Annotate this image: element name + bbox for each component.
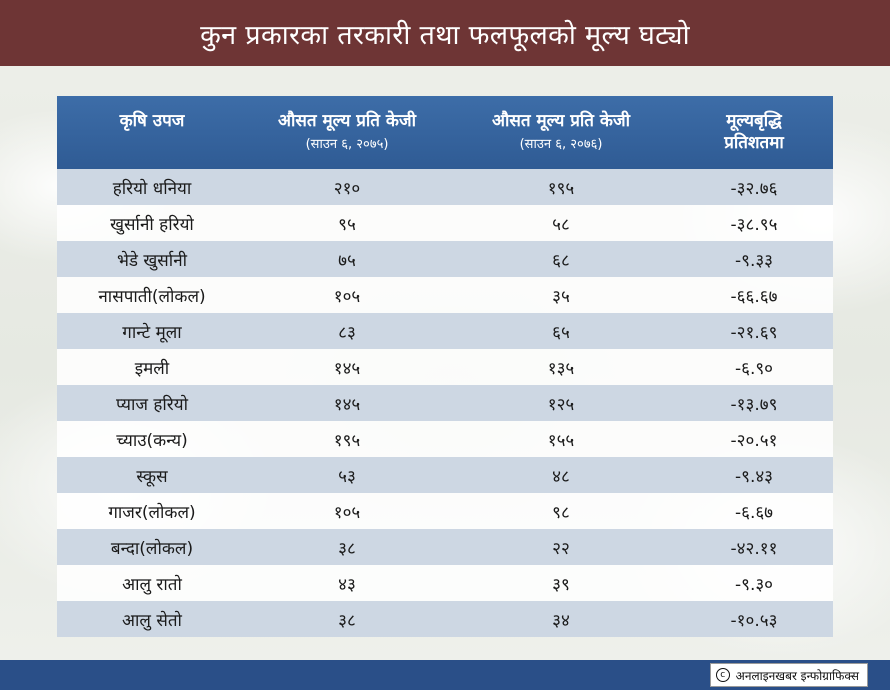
cell-price-2075: ४३ <box>338 574 356 595</box>
cell-produce: च्याउ(कन्य) <box>116 430 188 451</box>
table-body: हरियो धनिया २१० १९५ -३२.७६ खुर्सानी हरियो ९५ ५… <box>57 169 833 637</box>
column-header-sublabel: प्रतिशतमा <box>724 133 784 153</box>
cell-price-2075: ३८ <box>338 538 356 559</box>
table-row: स्कूस ५३ ४८ -९.४३ <box>57 457 833 493</box>
cell-change-percent: -९.३० <box>734 574 774 595</box>
cell-produce: बन्दा(लोकल) <box>110 538 194 559</box>
cell-price-2076: ५८ <box>552 214 570 235</box>
cell-price-2076: १९५ <box>547 178 575 199</box>
cell-price-2075: १०५ <box>333 502 361 523</box>
cell-change-percent: -३८.९५ <box>730 214 778 235</box>
table-row: गान्टे मूला ८३ ६५ -२१.६९ <box>57 313 833 349</box>
cell-produce: आलु रातो <box>122 574 182 595</box>
price-table: कृषि उपज औसत मूल्य प्रति केजी (साउन ६, २… <box>57 96 833 637</box>
cell-change-percent: -१३.७९ <box>730 394 778 415</box>
cell-price-2076: ६५ <box>552 322 570 343</box>
credit-text: अनलाइनखबर इन्फोग्राफिक्स <box>735 668 859 683</box>
table-row: आलु सेतो ३८ ३४ -१०.५३ <box>57 601 833 637</box>
cell-price-2076: ९८ <box>552 502 570 523</box>
cell-change-percent: -२०.५१ <box>730 430 778 451</box>
cell-produce: आलु सेतो <box>122 610 182 631</box>
cell-price-2076: ६८ <box>552 250 570 271</box>
column-header-produce: कृषि उपज <box>57 96 247 169</box>
cell-price-2076: ३४ <box>552 610 570 631</box>
cell-price-2075: ८३ <box>338 322 356 343</box>
table-row: भेडे खुर्सानी ७५ ६८ -९.३३ <box>57 241 833 277</box>
column-header-change-percent: मूल्यबृद्धि प्रतिशतमा <box>675 96 833 169</box>
cell-change-percent: -६.९० <box>734 358 774 379</box>
table-row: गाजर(लोकल) १०५ ९८ -६.६७ <box>57 493 833 529</box>
cell-price-2075: २१० <box>333 178 361 199</box>
table-row: आलु रातो ४३ ३९ -९.३० <box>57 565 833 601</box>
table-row: इमली १४५ १३५ -६.९० <box>57 349 833 385</box>
table-row: खुर्सानी हरियो ९५ ५८ -३८.९५ <box>57 205 833 241</box>
cell-price-2075: ९५ <box>338 214 356 235</box>
column-header-sublabel: (साउन ६, २०७५) <box>305 137 389 152</box>
cell-price-2076: १५५ <box>547 430 575 451</box>
cell-produce: नासपाती(लोकल) <box>98 286 206 307</box>
cell-price-2075: ३८ <box>338 610 356 631</box>
column-header-price-2076: औसत मूल्य प्रति केजी (साउन ६, २०७६) <box>447 96 675 169</box>
cell-produce: भेडे खुर्सानी <box>116 250 188 271</box>
cell-produce: इमली <box>134 358 170 379</box>
column-header-label: औसत मूल्य प्रति केजी <box>278 111 416 131</box>
cell-produce: प्याज हरियो <box>115 394 189 415</box>
title-bar: कुन प्रकारका तरकारी तथा फलफूलको मूल्य घट… <box>0 0 890 66</box>
cell-price-2075: ७५ <box>338 250 356 271</box>
table-row: च्याउ(कन्य) १९५ १५५ -२०.५१ <box>57 421 833 457</box>
cell-price-2076: २२ <box>552 538 570 559</box>
column-header-label: औसत मूल्य प्रति केजी <box>492 111 630 131</box>
cell-price-2075: ५३ <box>338 466 356 487</box>
cell-price-2075: १९५ <box>333 430 361 451</box>
table-row: बन्दा(लोकल) ३८ २२ -४२.११ <box>57 529 833 565</box>
cell-change-percent: -४२.११ <box>730 538 778 559</box>
column-header-sublabel: (साउन ६, २०७६) <box>519 137 603 152</box>
column-header-label: मूल्यबृद्धि <box>726 111 782 131</box>
cell-produce: गान्टे मूला <box>122 322 182 343</box>
cell-price-2076: ३९ <box>552 574 570 595</box>
cell-change-percent: -६६.६७ <box>730 286 778 307</box>
cell-price-2076: १३५ <box>547 358 575 379</box>
cell-change-percent: -१०.५३ <box>730 610 778 631</box>
column-header-price-2075: औसत मूल्य प्रति केजी (साउन ६, २०७५) <box>247 96 447 169</box>
table-row: हरियो धनिया २१० १९५ -३२.७६ <box>57 169 833 205</box>
cell-change-percent: -३२.७६ <box>730 178 778 199</box>
credit-badge: c अनलाइनखबर इन्फोग्राफिक्स <box>709 663 868 687</box>
cell-change-percent: -६.६७ <box>734 502 774 523</box>
page-title: कुन प्रकारका तरकारी तथा फलफूलको मूल्य घट… <box>200 19 690 51</box>
cell-price-2076: ३५ <box>552 286 570 307</box>
table-row: प्याज हरियो १४५ १२५ -१३.७९ <box>57 385 833 421</box>
cell-price-2075: १४५ <box>333 358 361 379</box>
cell-change-percent: -२१.६९ <box>730 322 778 343</box>
table-row: नासपाती(लोकल) १०५ ३५ -६६.६७ <box>57 277 833 313</box>
column-header-label: कृषि उपज <box>119 111 185 131</box>
table-header: कृषि उपज औसत मूल्य प्रति केजी (साउन ६, २… <box>57 96 833 169</box>
cell-produce: स्कूस <box>136 466 168 487</box>
cell-price-2075: १४५ <box>333 394 361 415</box>
cell-produce: हरियो धनिया <box>112 178 192 199</box>
cell-price-2076: ४८ <box>552 466 570 487</box>
cell-change-percent: -९.३३ <box>734 250 774 271</box>
copyright-icon: c <box>715 668 730 682</box>
cell-price-2075: १०५ <box>333 286 361 307</box>
cell-price-2076: १२५ <box>547 394 575 415</box>
cell-produce: गाजर(लोकल) <box>108 502 196 523</box>
cell-produce: खुर्सानी हरियो <box>110 214 194 235</box>
cell-change-percent: -९.४३ <box>734 466 774 487</box>
